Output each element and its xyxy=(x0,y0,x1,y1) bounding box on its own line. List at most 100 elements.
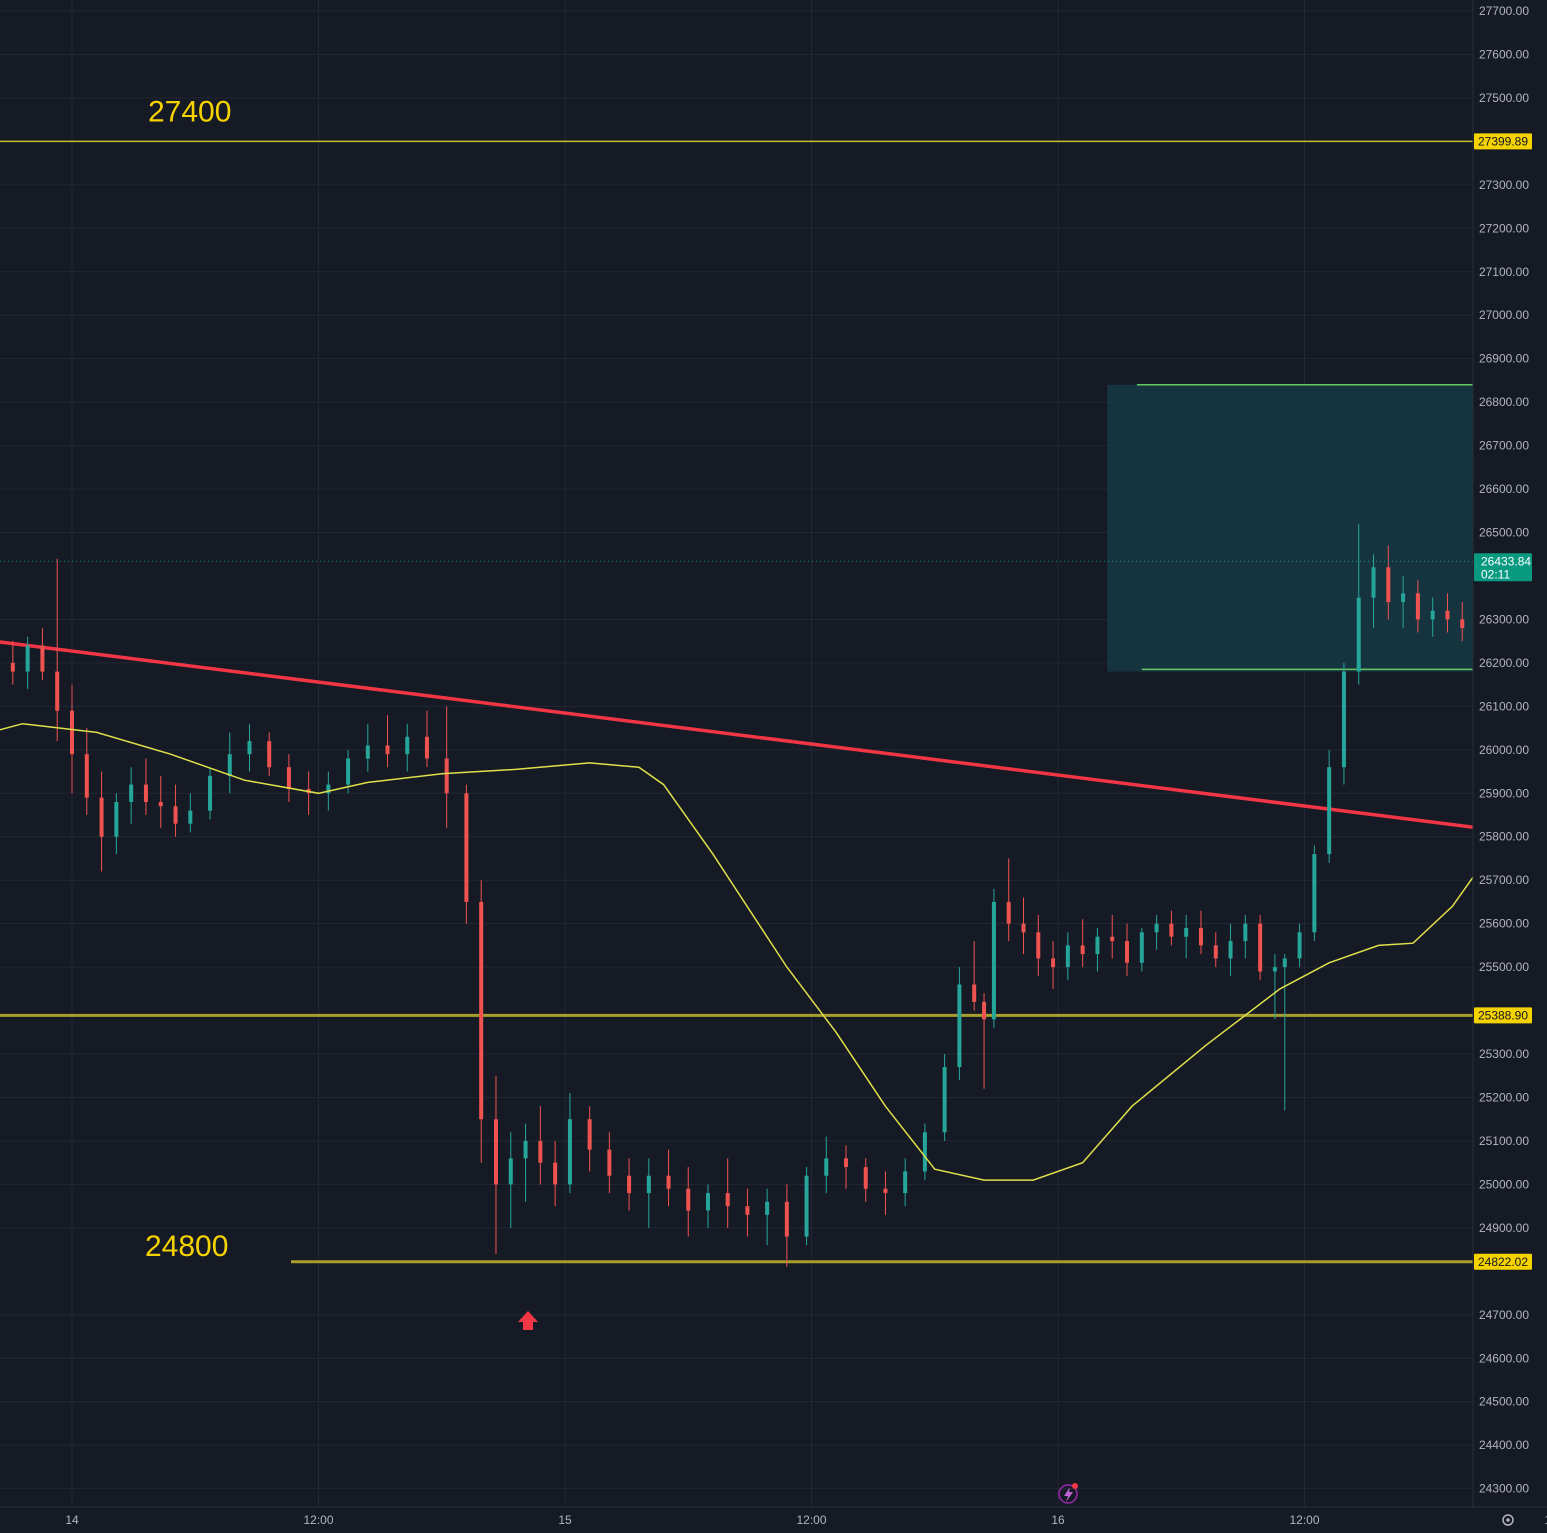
candle-body xyxy=(957,984,962,1068)
candle-body xyxy=(385,745,390,755)
candle-body xyxy=(972,984,977,1002)
y-tick-label: 26500.00 xyxy=(1479,526,1529,540)
candle-body xyxy=(40,645,45,672)
candle-body xyxy=(346,758,351,785)
candle-body xyxy=(1051,958,1056,968)
candle-body xyxy=(1006,901,1011,924)
candle-body xyxy=(1184,928,1189,937)
price-badge-text: 25388.90 xyxy=(1478,1008,1528,1022)
candle-body xyxy=(1213,945,1218,959)
trendline-layer xyxy=(0,640,1547,839)
x-tick-label: 16 xyxy=(1051,1513,1065,1527)
candle-body xyxy=(1356,597,1361,672)
price-badge-support xyxy=(1474,1253,1532,1270)
y-tick-label: 24900.00 xyxy=(1479,1221,1529,1235)
candle-body xyxy=(607,1149,612,1176)
y-tick-label: 26200.00 xyxy=(1479,656,1529,670)
moving-average-layer xyxy=(0,722,1547,1181)
candle-body xyxy=(1154,923,1159,933)
candle-body xyxy=(1272,967,1277,972)
red-up-arrow-icon xyxy=(518,1311,538,1330)
candle-body xyxy=(1386,567,1391,603)
level-lines xyxy=(0,140,1473,1264)
trendline xyxy=(0,640,1547,839)
candle-body xyxy=(991,901,996,1020)
candle-body xyxy=(208,775,213,811)
y-tick-label: 27200.00 xyxy=(1479,221,1529,235)
y-tick-label: 25200.00 xyxy=(1479,1091,1529,1105)
candle-body xyxy=(942,1067,947,1133)
candle-body xyxy=(1036,932,1041,959)
current-price-text: 26433.84 xyxy=(1481,554,1531,568)
y-tick-label: 26600.00 xyxy=(1479,482,1529,496)
candle-body xyxy=(493,1119,498,1185)
candle-body xyxy=(903,1171,908,1194)
y-tick-label: 25700.00 xyxy=(1479,873,1529,887)
price-badge-text: 24822.02 xyxy=(1478,1255,1528,1269)
candle-body xyxy=(982,1001,987,1020)
y-tick-label: 24500.00 xyxy=(1479,1395,1529,1409)
y-tick-label: 25300.00 xyxy=(1479,1047,1529,1061)
x-tick-label: 17 xyxy=(1544,1513,1547,1527)
candle-body xyxy=(538,1140,543,1163)
candle-body xyxy=(1169,923,1174,937)
candle-body xyxy=(10,662,15,672)
level-label-support: 24800 xyxy=(145,1230,228,1263)
candle-body xyxy=(567,1119,572,1185)
y-tick-label: 25800.00 xyxy=(1479,830,1529,844)
markers xyxy=(518,1311,1078,1504)
candle-body xyxy=(114,801,119,837)
candle-body xyxy=(1258,923,1263,972)
candle-body xyxy=(1139,932,1144,963)
candle-body xyxy=(1228,941,1233,959)
level-label-resistance: 27400 xyxy=(148,95,231,128)
candle-body xyxy=(883,1188,888,1194)
candle-body xyxy=(1445,610,1450,620)
candle-body xyxy=(424,736,429,759)
candle-body xyxy=(227,754,232,776)
candle-body xyxy=(844,1158,849,1168)
candle-body xyxy=(1198,928,1203,946)
candle-body xyxy=(143,784,148,802)
y-tick-label: 26300.00 xyxy=(1479,612,1529,626)
y-tick-label: 27100.00 xyxy=(1479,265,1529,279)
candle-body xyxy=(765,1201,770,1215)
candle-body xyxy=(1065,945,1070,968)
candle-body xyxy=(627,1175,632,1194)
y-tick-label: 24300.00 xyxy=(1479,1482,1529,1496)
candle-body xyxy=(686,1188,691,1211)
notification-dot xyxy=(1072,1483,1078,1489)
candle-body xyxy=(863,1167,868,1189)
candle-body xyxy=(1415,593,1420,620)
level-labels: 27400 24800 xyxy=(145,95,231,1262)
candle-body xyxy=(173,806,178,824)
candle-body xyxy=(1460,619,1465,629)
x-tick-label: 12:00 xyxy=(796,1513,826,1527)
candle-body xyxy=(725,1193,730,1207)
candle-body xyxy=(365,745,370,759)
y-tick-label: 25000.00 xyxy=(1479,1177,1529,1191)
candle-body xyxy=(922,1132,927,1172)
candle-body xyxy=(523,1140,528,1159)
candle-body xyxy=(70,710,74,755)
candle-body xyxy=(1430,610,1435,620)
y-tick-label: 25600.00 xyxy=(1479,917,1529,931)
candle-body xyxy=(479,901,484,1120)
candle-body xyxy=(267,741,272,768)
candle-body xyxy=(1371,567,1376,598)
countdown-timer: 02:11 xyxy=(1481,567,1510,581)
candle-body xyxy=(84,754,89,798)
candle-body xyxy=(824,1158,829,1176)
y-tick-label: 24600.00 xyxy=(1479,1351,1529,1365)
lightning-icon[interactable] xyxy=(1058,1484,1078,1504)
candle-body xyxy=(1327,767,1332,855)
x-tick-label: 14 xyxy=(65,1513,79,1527)
candle-body xyxy=(646,1175,651,1194)
candle-body xyxy=(1243,923,1248,942)
settings-gear-icon[interactable] xyxy=(1502,1514,1514,1526)
y-tick-label: 27000.00 xyxy=(1479,308,1529,322)
y-tick-label: 26000.00 xyxy=(1479,743,1529,757)
candle-body xyxy=(326,784,331,794)
y-tick-label: 26900.00 xyxy=(1479,352,1529,366)
